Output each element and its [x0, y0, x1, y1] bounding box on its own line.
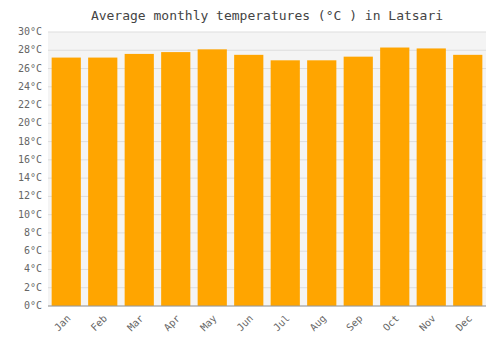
x-axis-line	[48, 306, 486, 307]
x-tick-label: Feb	[89, 313, 110, 334]
bar	[380, 48, 409, 306]
chart: 0°C 2°C 4°C 6°C 8°C 10°C 12°C 14°C 16°C 18°C 20°C 2…	[0, 0, 500, 350]
y-tick-label: 28°C	[18, 44, 42, 55]
grid	[48, 32, 486, 306]
grid-line	[48, 32, 486, 33]
x-tick-label: Sep	[344, 313, 365, 334]
x-tick-label: Jun	[235, 313, 256, 334]
y-tick-label: 0°C	[24, 300, 42, 311]
bar	[125, 54, 154, 306]
x-tick-label: Aug	[308, 313, 329, 334]
x-tick-label: Jan	[52, 313, 73, 334]
x-tick-label: May	[198, 313, 219, 334]
y-tick-label: 10°C	[18, 209, 42, 220]
bars	[52, 48, 483, 306]
x-tick-label: Dec	[454, 313, 475, 334]
bar	[234, 55, 263, 306]
bar	[88, 58, 117, 306]
y-tick-label: 20°C	[18, 117, 42, 128]
y-tick-label: 12°C	[18, 190, 42, 201]
y-tick-label: 16°C	[18, 154, 42, 165]
bar	[344, 57, 373, 306]
y-axis: 0°C 2°C 4°C 6°C 8°C 10°C 12°C 14°C 16°C 18°C 20°C 2…	[18, 26, 42, 311]
y-tick-label: 4°C	[24, 263, 42, 274]
y-tick-label: 24°C	[18, 81, 42, 92]
bar	[52, 58, 81, 306]
y-tick-label: 2°C	[24, 282, 42, 293]
y-tick-label: 8°C	[24, 227, 42, 238]
y-tick-label: 22°C	[18, 99, 42, 110]
x-tick-label: Mar	[125, 313, 146, 334]
bar	[271, 60, 300, 306]
chart-container: 0°C 2°C 4°C 6°C 8°C 10°C 12°C 14°C 16°C 18°C 20°C 2…	[0, 0, 500, 350]
bar	[161, 52, 190, 306]
x-tick-label: Jul	[271, 313, 292, 334]
y-tick-label: 18°C	[18, 136, 42, 147]
title: Average monthly temperatures (°C ) in La…	[91, 8, 443, 23]
bar	[198, 49, 227, 306]
x-tick-label: Apr	[162, 313, 183, 334]
x-axis: Jan Feb Mar Apr May Jun Jul Aug Sep Oct Nov Dec	[48, 306, 486, 333]
y-tick-label: 6°C	[24, 245, 42, 256]
bar	[453, 55, 482, 306]
x-tick-label: Nov	[417, 313, 438, 334]
y-tick-label: 14°C	[18, 172, 42, 183]
grid-line	[48, 306, 486, 307]
bar	[417, 48, 446, 306]
y-tick-label: 30°C	[18, 26, 42, 37]
x-tick-label: Oct	[381, 313, 402, 334]
plot-background	[48, 32, 486, 306]
bar	[307, 60, 336, 306]
y-tick-label: 26°C	[18, 63, 42, 74]
